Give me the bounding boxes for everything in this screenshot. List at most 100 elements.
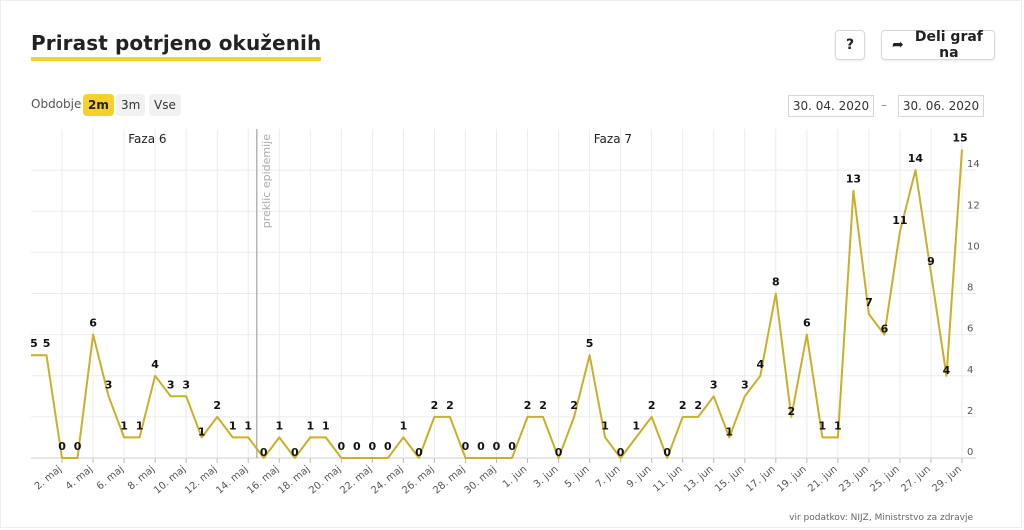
page-title: Prirast potrjeno okuženih [31,31,322,61]
data-label: 2 [694,399,702,412]
x-tick-label: 29. jun [930,464,964,495]
x-tick-label: 22. maj [338,464,374,497]
period-3m-button[interactable]: 3m [116,94,146,116]
data-label: 1 [322,419,330,432]
data-label: 0 [291,446,299,459]
data-label: 7 [865,296,873,309]
share-button[interactable]: ➦ Deli graf na [881,29,995,61]
data-label: 0 [477,440,485,453]
x-tick-label: 1. jun [501,464,530,491]
share-button-label: Deli graf na [914,29,983,61]
data-label: 6 [89,317,97,330]
data-label: 2 [787,405,795,418]
data-label: 5 [43,337,51,350]
y-tick-label: 10 [967,241,980,252]
x-tick-label: 7. jun [594,464,623,491]
data-label: 1 [136,419,144,432]
data-label: 0 [508,440,516,453]
y-tick-label: 8 [967,283,973,294]
data-label: 3 [105,378,113,391]
data-label: 15 [952,132,967,145]
data-label: 1 [306,419,314,432]
data-label: 11 [892,214,907,227]
data-label: 5 [586,337,594,350]
data-label: 2 [213,399,221,412]
period-label: Obdobje [31,97,82,111]
phase-label: Faza 6 [128,132,166,146]
x-tick-label: 5. jun [563,464,592,491]
data-label: 1 [198,425,206,438]
data-label: 0 [663,446,671,459]
x-tick-label: 9. jun [625,464,654,491]
data-label: 6 [803,317,811,330]
data-label: 0 [462,440,470,453]
data-label: 2 [524,399,532,412]
x-tick-label: 16. maj [245,464,281,497]
data-label: 0 [369,440,377,453]
data-label: 3 [741,378,749,391]
data-label: 2 [648,399,656,412]
data-label: 0 [384,440,392,453]
data-label: 2 [570,399,578,412]
data-label: 0 [415,446,423,459]
x-tick-label: 28. maj [431,464,467,497]
x-tick-label: 20. maj [307,464,343,497]
data-label: 2 [446,399,454,412]
data-label: 2 [679,399,687,412]
y-tick-label: 6 [967,324,973,335]
data-label: 0 [493,440,501,453]
data-label: 1 [819,419,827,432]
x-tick-label: 23. jun [837,464,871,495]
period-all-button[interactable]: Vse [149,94,181,116]
data-label: 0 [260,446,268,459]
data-label: 8 [772,276,780,289]
data-label: 1 [244,419,252,432]
data-label: 4 [943,364,951,377]
data-label: 1 [725,425,733,438]
help-button[interactable]: ? [835,30,865,60]
data-label: 0 [617,446,625,459]
share-arrow-icon: ➦ [892,37,904,53]
data-source: vir podatkov: NIJZ, Ministrstvo za zdrav… [789,513,973,523]
x-tick-label: 21. jun [806,464,840,495]
x-tick-label: 3. jun [532,464,561,491]
data-label: 1 [601,419,609,432]
x-tick-label: 11. jun [651,464,685,495]
data-label: 1 [400,419,408,432]
x-tick-label: 18. maj [276,464,312,497]
x-tick-label: 17. jun [744,464,778,495]
data-label: 4 [151,358,159,371]
data-label: 1 [120,419,128,432]
date-from-input[interactable] [788,95,874,117]
data-label: 3 [710,378,718,391]
data-label: 13 [846,173,861,186]
phase-label: Faza 7 [594,132,632,146]
data-label: 14 [908,152,924,165]
x-tick-label: 19. jun [775,464,809,495]
x-tick-label: 26. maj [400,464,436,497]
y-tick-label: 2 [967,406,973,417]
data-label: 1 [632,419,640,432]
x-tick-label: 15. jun [713,464,747,495]
data-label: 9 [927,255,935,268]
x-tick-label: 13. jun [682,464,716,495]
data-label: 0 [338,440,346,453]
data-label: 3 [167,378,175,391]
data-label: 0 [58,440,66,453]
data-label: 1 [834,419,842,432]
annotation-label: preklic epidemije [260,134,273,228]
x-tick-label: 10. maj [152,464,188,497]
data-label: 0 [555,446,563,459]
data-label: 3 [182,378,190,391]
date-to-input[interactable] [898,95,984,117]
data-label: 0 [353,440,361,453]
x-tick-label: 27. jun [899,464,933,495]
y-tick-label: 4 [967,365,973,376]
series-line [31,149,963,459]
y-tick-label: 0 [967,447,973,458]
period-2m-button[interactable]: 2m [83,94,114,116]
x-tick-label: 6. maj [95,464,126,493]
y-tick-label: 14 [967,159,980,170]
